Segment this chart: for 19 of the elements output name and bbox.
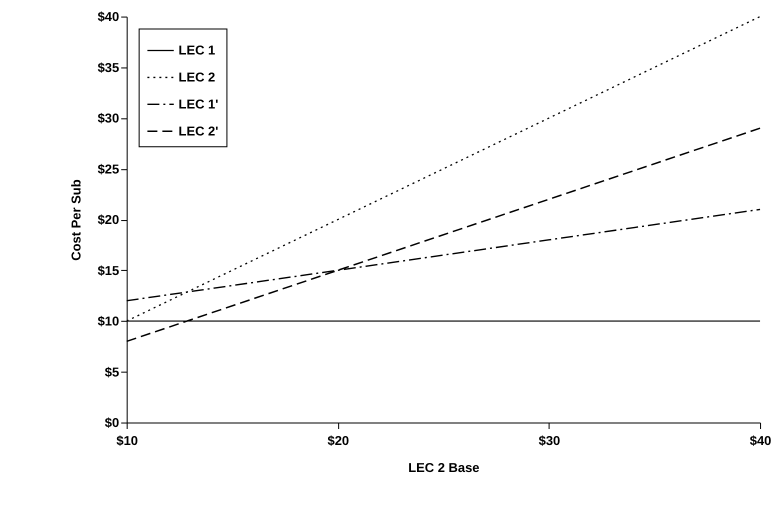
legend-label: LEC 2' bbox=[178, 123, 218, 138]
y-tick-label: $30 bbox=[98, 110, 120, 126]
legend-label: LEC 1 bbox=[178, 42, 216, 58]
y-tick-label: $35 bbox=[98, 60, 120, 75]
x-tick-label: $30 bbox=[538, 432, 560, 448]
y-tick-label: $20 bbox=[98, 212, 120, 228]
y-tick-label: $40 bbox=[98, 9, 120, 24]
x-tick-label: $10 bbox=[116, 432, 138, 448]
y-tick-label: $25 bbox=[98, 161, 120, 176]
legend-label: LEC 1' bbox=[178, 96, 218, 112]
x-axis-title: LEC 2 Base bbox=[408, 460, 480, 475]
y-axis-title: Cost Per Sub bbox=[68, 179, 84, 261]
y-tick-label: $10 bbox=[98, 314, 120, 329]
y-tick-label: $5 bbox=[104, 364, 120, 380]
x-tick-label: $40 bbox=[750, 432, 772, 448]
x-tick-label: $20 bbox=[327, 432, 350, 448]
y-tick-label: $0 bbox=[104, 415, 120, 430]
y-tick-label: $15 bbox=[98, 262, 120, 278]
legend-label: LEC 2 bbox=[178, 69, 216, 84]
